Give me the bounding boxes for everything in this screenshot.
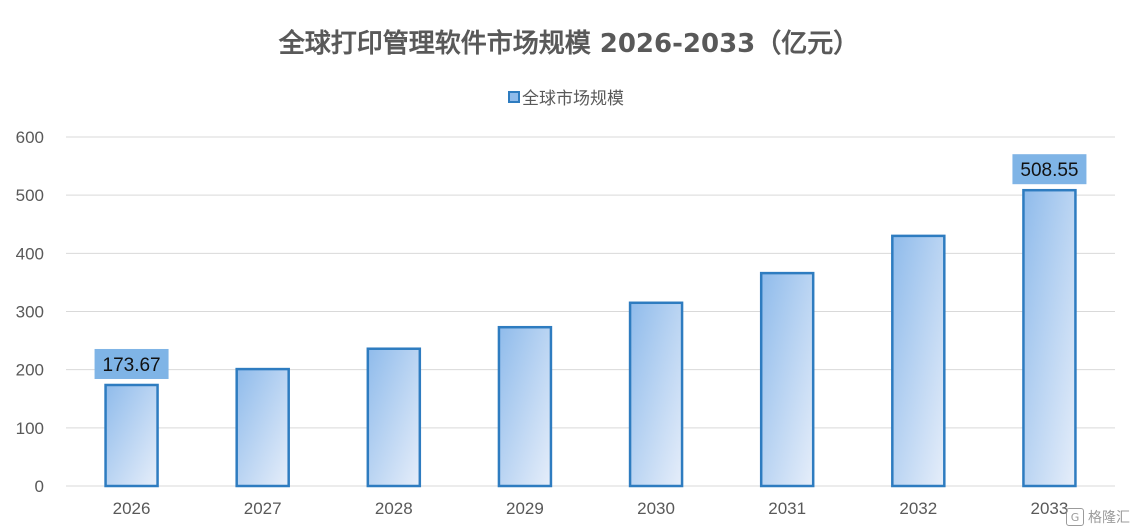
y-tick-label: 300 xyxy=(16,303,44,322)
bar-2033 xyxy=(1022,188,1077,488)
watermark-text: 格隆汇 xyxy=(1088,510,1130,526)
chart-title: 全球打印管理软件市场规模 2026-2033（亿元） xyxy=(278,28,860,59)
bars xyxy=(104,188,1077,488)
x-tick-label: 2033 xyxy=(1031,499,1069,518)
bar-2031 xyxy=(759,271,815,488)
x-axis: 2026 2027 2028 2029 2030 2031 2032 2033 xyxy=(113,499,1069,518)
legend-swatch xyxy=(508,91,520,103)
bar-2030 xyxy=(628,301,684,488)
x-tick-label: 2027 xyxy=(244,499,282,518)
x-tick-label: 2028 xyxy=(375,499,413,518)
data-label-bg xyxy=(1012,154,1087,185)
bar-2032 xyxy=(891,234,946,488)
bar-2026 xyxy=(104,383,159,488)
data-labels: 173.67 508.55 xyxy=(94,154,1087,379)
x-tick-label: 2030 xyxy=(637,499,675,518)
y-axis: 0 100 200 300 400 500 600 xyxy=(16,128,44,496)
x-tick-label: 2032 xyxy=(899,499,937,518)
data-label: 508.55 xyxy=(1020,160,1078,181)
y-tick-label: 600 xyxy=(16,128,44,147)
y-tick-label: 0 xyxy=(35,477,44,496)
data-label: 173.67 xyxy=(103,355,161,376)
y-tick-label: 100 xyxy=(16,419,44,438)
bar-2027 xyxy=(235,367,290,488)
y-tick-label: 500 xyxy=(16,186,44,205)
watermark: G 格隆汇 xyxy=(1066,507,1130,527)
y-tick-label: 200 xyxy=(16,361,44,380)
legend: 全球市场规模 xyxy=(508,89,624,109)
x-tick-label: 2031 xyxy=(768,499,806,518)
data-label-bg xyxy=(94,348,169,379)
bar-2029 xyxy=(497,325,553,488)
gridlines xyxy=(66,136,1115,487)
y-tick-label: 400 xyxy=(16,244,44,263)
bar-2028 xyxy=(366,347,422,488)
x-tick-label: 2026 xyxy=(113,499,151,518)
legend-label: 全球市场规模 xyxy=(522,89,624,109)
x-tick-label: 2029 xyxy=(506,499,544,518)
g-logo-icon: G xyxy=(1066,508,1084,526)
